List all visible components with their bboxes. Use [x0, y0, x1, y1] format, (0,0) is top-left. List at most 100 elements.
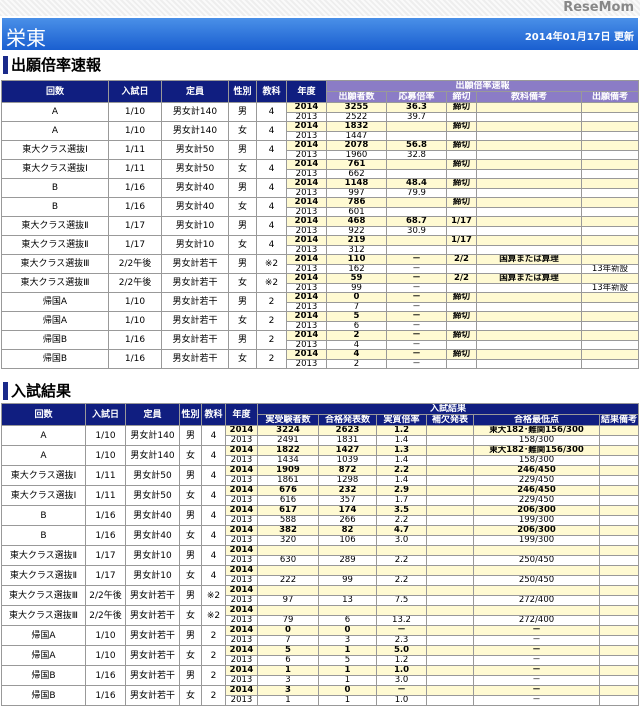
cell-sex: 女: [228, 311, 257, 331]
table-row: 東大クラス選抜Ⅱ 1/17 男女計10 女 4 2014 219 1/17: [1, 235, 640, 255]
cell-2013: －: [386, 358, 447, 369]
cell-2013: [476, 130, 582, 141]
cell-2013: －: [386, 320, 447, 331]
cell-2013: 158/300: [473, 455, 600, 466]
cell-2014: 1822: [257, 445, 319, 456]
cell-2014: 48.4: [386, 178, 447, 189]
cell-2014: [580, 178, 640, 189]
cell-round: 帰国A: [1, 645, 86, 666]
cell-2013: －: [386, 263, 447, 274]
cell-2014: 2014: [225, 585, 258, 596]
cell-date: 1/10: [108, 292, 162, 312]
cell-2014: 国算または算理: [476, 254, 582, 265]
cell-2014: －: [386, 311, 447, 322]
cell-2014: 2014: [225, 525, 258, 536]
table-row: 東大クラス選抜Ⅲ 2/2午後 男女計若干女 ※2 2014 59 － 2/2 国算または算理: [1, 273, 640, 293]
cell-date: 2/2午後: [85, 585, 126, 606]
table-row: 東大クラス選抜Ⅰ 1/11 男女計50 男 4 2014 1909 872 2.2 246/450: [1, 465, 640, 486]
table-row: A 1/10 男女計140 男 4 2014 3224 2623 1.2 東大182･難関156/…: [1, 425, 640, 446]
cell-2014: 4.7: [376, 525, 427, 536]
cell-2013: 3.0: [376, 675, 427, 686]
cell-2014: 国算または算理: [476, 273, 582, 284]
cell-2014: 2014: [225, 645, 258, 656]
cell-2013: [598, 595, 640, 606]
cell-2013: 1447: [326, 130, 387, 141]
cell-2013: [476, 244, 582, 255]
cell-cap: 男女計140: [125, 445, 180, 466]
table-row: 2013 1434 1039 1.4 158/300: [2, 455, 640, 466]
cell-2014: 締切: [446, 159, 477, 170]
cell-subj: 4: [256, 140, 287, 160]
table-row: 帰国A 1/10 男女計若干男 2 2014 0 －締切: [1, 292, 640, 312]
cell-round: A: [1, 102, 109, 122]
cell-2014: 2014: [225, 625, 258, 636]
cell-2014: [476, 140, 582, 151]
cell-date: 1/16: [108, 197, 162, 217]
table-row: 2013 222 99 2.2 250/450: [2, 575, 640, 586]
table-row: 東大クラス選抜Ⅰ 1/11 男女計50 女 4 2014 676 232 2.9 246/450: [1, 485, 640, 506]
cell-cap: 男女計10: [125, 565, 180, 586]
cell-2014: 3224: [257, 425, 319, 436]
cell-2014: 2/2: [446, 254, 477, 265]
table-row: 東大クラス選抜Ⅱ 1/17 男女計10 男 4 2014 468 68.7 1/17: [1, 216, 640, 236]
cell-2013: 2013: [286, 244, 327, 255]
table-row: 東大クラス選抜Ⅰ 1/11 男女計50 女 4 2014 761 締切: [1, 159, 640, 179]
cell-cap: 男女計40: [125, 525, 180, 546]
cell-round: 帰国A: [1, 625, 86, 646]
column-header: 教科: [201, 403, 226, 426]
cell-2014: [257, 605, 319, 616]
cell-2013: 320: [257, 535, 319, 546]
cell-2013: 357: [318, 495, 377, 506]
cell-2013: [476, 225, 582, 236]
column-header: 回数: [1, 80, 109, 103]
cell-2014: 5.0: [376, 645, 427, 656]
cell-subj: 4: [256, 159, 287, 179]
cell-2013: 2013: [286, 282, 327, 293]
table-row: 帰国B 1/16 男女計若干女 2 2014 3 0 －－: [1, 685, 640, 706]
cell-2013: [580, 320, 640, 331]
sub-column-header: 締切: [446, 91, 477, 103]
cell-2014: 786: [326, 197, 387, 208]
cell-2014: [580, 330, 640, 341]
section-title-results: 入試結果: [3, 382, 71, 400]
cell-date: 1/10: [108, 121, 162, 141]
column-header: 定員: [125, 403, 180, 426]
cell-2014: 219: [326, 235, 387, 246]
cell-sex: 男: [179, 425, 202, 446]
cell-2014: 206/300: [473, 505, 600, 516]
cell-cap: 男女計若干: [161, 292, 229, 312]
cell-2014: 382: [257, 525, 319, 536]
table-row: 2013 1 1 1.0 －: [2, 695, 640, 706]
cell-2014: 3255: [326, 102, 387, 113]
cell-2014: －: [376, 625, 427, 636]
cell-2013: 32.8: [386, 149, 447, 160]
cell-cap: 男女計10: [161, 235, 229, 255]
cell-2013: [476, 168, 582, 179]
cell-2014: 2014: [225, 565, 258, 576]
cell-2013: 588: [257, 515, 319, 526]
table-row: 2013 97 13 7.5 272/400: [2, 595, 640, 606]
cell-date: 1/16: [85, 685, 126, 706]
cell-2013: [386, 206, 447, 217]
cell-subj: ※2: [256, 254, 287, 274]
cell-2014: 2014: [286, 121, 327, 132]
cell-2014: 2014: [286, 159, 327, 170]
cell-2014: [476, 216, 582, 227]
cell-2013: [598, 635, 640, 646]
cell-2013: 250/450: [473, 555, 600, 566]
cell-2014: 2014: [225, 505, 258, 516]
cell-2014: [476, 349, 582, 360]
cell-2014: [476, 197, 582, 208]
cell-2013: [598, 655, 640, 666]
cell-2014: 2014: [225, 445, 258, 456]
cell-date: 1/10: [108, 102, 162, 122]
cell-2013: 997: [326, 187, 387, 198]
cell-2014: 締切: [446, 330, 477, 341]
cell-2014: 761: [326, 159, 387, 170]
cell-cap: 男女計若干: [125, 685, 180, 706]
cell-2013: 2013: [286, 339, 327, 350]
cell-sex: 女: [228, 235, 257, 255]
cell-2013: [598, 455, 640, 466]
cell-2013: [476, 301, 582, 312]
cell-2014: [598, 625, 640, 636]
